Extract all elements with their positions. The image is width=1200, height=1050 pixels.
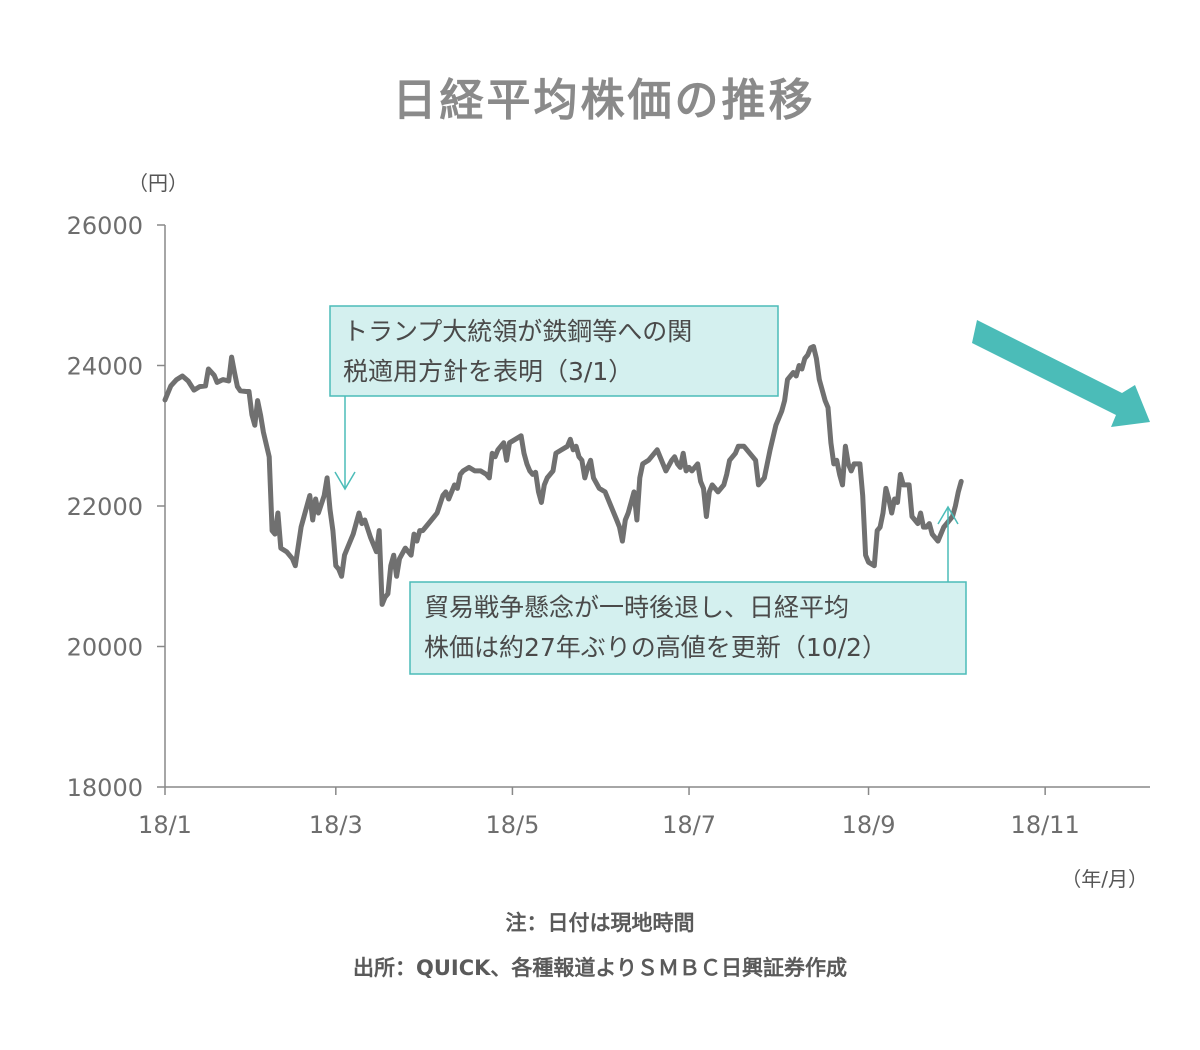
annotation-record-high-box	[409, 581, 967, 675]
trend-down-arrow	[972, 320, 1150, 427]
x-tick-label: 18/7	[662, 811, 716, 839]
y-axis-unit-label: （円）	[128, 171, 188, 195]
annotation-record-high-line-2: 株価は約27年ぶりの高値を更新（10/2）	[424, 633, 887, 662]
y-axis-ticks: 18000 20000 22000 24000 26000	[67, 212, 165, 802]
footnote-source: 出所：QUICK、各種報道よりＳＭＢＣ日興証券作成	[353, 956, 847, 980]
annotation-tariff-box	[329, 305, 779, 397]
x-tick-label: 18/5	[485, 811, 539, 839]
y-tick-label: 20000	[67, 634, 143, 662]
x-tick-label: 18/3	[309, 811, 363, 839]
annotation-record-high-line-1: 貿易戦争懸念が一時後退し、日経平均	[424, 593, 849, 622]
x-tick-label: 18/11	[1011, 811, 1080, 839]
x-axis-ticks: 18/1 18/3 18/5 18/7 18/9 18/11	[138, 787, 1080, 839]
x-tick-label: 18/1	[138, 811, 192, 839]
chart-title: 日経平均株価の推移	[393, 75, 816, 126]
nikkei-price-line	[162, 344, 964, 607]
annotation-record-high: 貿易戦争懸念が一時後退し、日経平均 株価は約27年ぶりの高値を更新（10/2）	[409, 505, 967, 675]
footnote-date-note: 注：日付は現地時間	[506, 911, 695, 935]
x-tick-label: 18/9	[842, 811, 896, 839]
annotation-tariff-line-1: トランプ大統領が鉄鋼等への関	[343, 317, 692, 346]
y-tick-label: 22000	[67, 493, 143, 521]
y-tick-label: 26000	[67, 212, 143, 240]
x-axis-unit-label: （年/月）	[1061, 867, 1148, 891]
trend-down-arrow-shape	[972, 320, 1150, 427]
annotation-tariff-line-2: 税適用方針を表明（3/1）	[343, 357, 633, 386]
annotation-tariff: トランプ大統領が鉄鋼等への関 税適用方針を表明（3/1）	[329, 305, 779, 491]
y-tick-label: 18000	[67, 774, 143, 802]
y-tick-label: 24000	[67, 353, 143, 381]
annotation-tariff-arrow-head	[334, 471, 356, 491]
annotation-record-high-arrow-head	[937, 505, 959, 525]
